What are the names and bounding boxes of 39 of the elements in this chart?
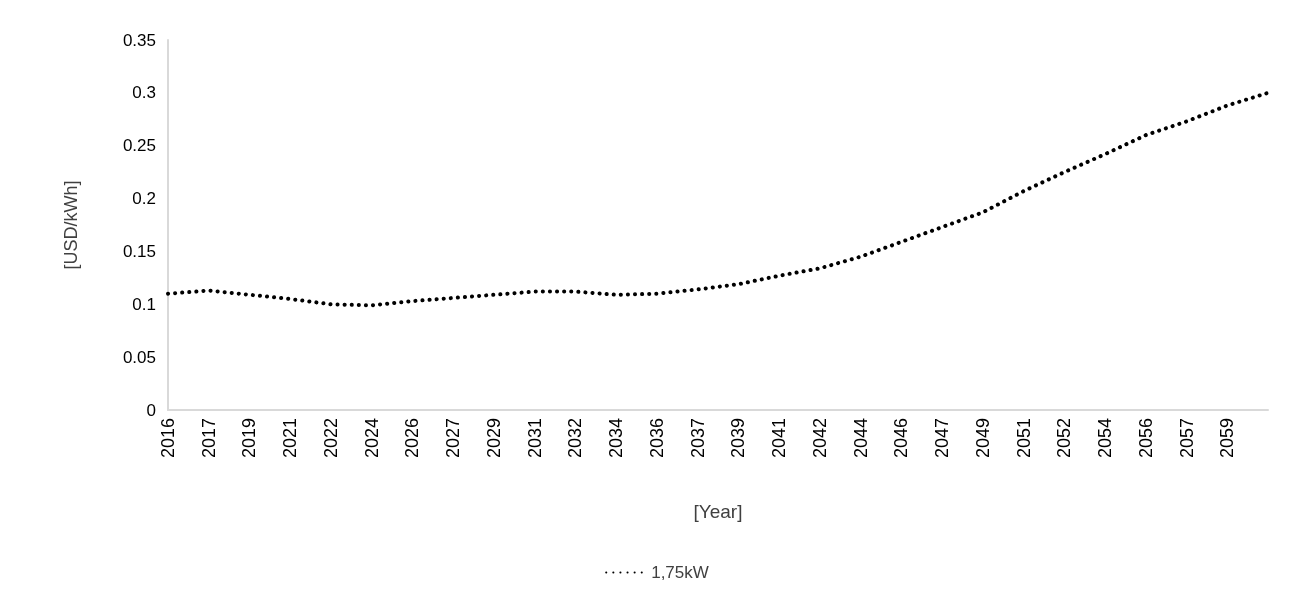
x-tick-label: 2037 [687, 418, 708, 459]
x-tick-label: 2022 [320, 418, 341, 459]
x-tick-label: 2017 [198, 418, 219, 459]
x-tick-label: 2029 [483, 418, 504, 459]
y-tick-label: 0.35 [122, 30, 156, 50]
x-tick-label: 2034 [606, 418, 627, 459]
x-tick-label: 2051 [1013, 418, 1034, 459]
x-tick-label: 2057 [1176, 418, 1197, 459]
x-tick-label: 2031 [524, 418, 545, 459]
x-axis-title: [Year] [693, 501, 743, 522]
x-tick-label: 2056 [1135, 418, 1156, 459]
x-tick-label: 2021 [280, 418, 301, 459]
x-tick-label: 2049 [972, 418, 993, 459]
x-tick-label: 2047 [932, 418, 953, 459]
y-tick-label: 0.1 [132, 294, 156, 314]
legend-label: 1,75kW [651, 563, 709, 582]
y-tick-label: 0.2 [132, 189, 156, 209]
line-series [166, 90, 1270, 308]
x-tick-label: 2044 [850, 418, 871, 459]
y-tick-label: 0.15 [122, 241, 156, 261]
y-tick-label: 0.05 [122, 347, 156, 367]
x-tick-label: 2032 [565, 418, 586, 459]
x-tick-label: 2059 [1217, 418, 1238, 459]
x-tick-label: 2054 [1095, 418, 1116, 459]
x-tick-label: 2052 [1054, 418, 1075, 459]
y-tick-label: 0 [146, 400, 156, 420]
x-tick-label: 2046 [891, 418, 912, 459]
x-tick-label: 2016 [158, 418, 178, 459]
y-tick-label: 0.25 [122, 136, 156, 156]
x-tick-label: 2027 [443, 418, 464, 459]
x-tick-label: 2036 [646, 418, 667, 459]
x-tick-label: 2024 [361, 418, 382, 459]
x-tick-label: 2042 [809, 418, 830, 459]
y-axis-title: [USD/kWh] [61, 180, 81, 270]
x-tick-label: 2041 [769, 418, 790, 459]
x-tick-label: 2026 [402, 418, 423, 459]
y-tick-label: 0.3 [132, 83, 156, 103]
x-tick-label: 2039 [728, 418, 749, 459]
x-tick-label: 2019 [239, 418, 260, 459]
